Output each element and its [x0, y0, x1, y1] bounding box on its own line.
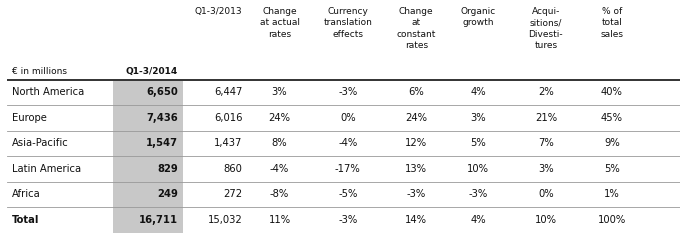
Text: North America: North America: [12, 87, 84, 97]
Text: € in millions: € in millions: [12, 67, 67, 76]
Text: 7%: 7%: [538, 138, 554, 148]
Text: 860: 860: [224, 164, 243, 174]
Text: Q1-3/2013: Q1-3/2013: [195, 7, 243, 16]
Text: 5%: 5%: [471, 138, 486, 148]
Text: -4%: -4%: [270, 164, 289, 174]
Text: Asia-Pacific: Asia-Pacific: [12, 138, 68, 148]
Text: 13%: 13%: [405, 164, 427, 174]
Text: Change
at
constant
rates: Change at constant rates: [396, 7, 436, 50]
Text: 10%: 10%: [467, 164, 489, 174]
Text: 21%: 21%: [534, 113, 557, 123]
Text: 11%: 11%: [269, 215, 291, 225]
Text: 12%: 12%: [405, 138, 427, 148]
Text: 40%: 40%: [601, 87, 622, 97]
Text: Europe: Europe: [12, 113, 47, 123]
Text: 8%: 8%: [272, 138, 287, 148]
Text: 24%: 24%: [269, 113, 291, 123]
Text: 272: 272: [223, 189, 243, 199]
Text: 100%: 100%: [598, 215, 626, 225]
Text: Acqui-
sitions/
Divesti-
tures: Acqui- sitions/ Divesti- tures: [528, 7, 563, 50]
Text: Latin America: Latin America: [12, 164, 80, 174]
Text: 6,447: 6,447: [214, 87, 243, 97]
Text: 7,436: 7,436: [146, 113, 178, 123]
Text: 9%: 9%: [604, 138, 620, 148]
Text: Africa: Africa: [12, 189, 41, 199]
Text: -5%: -5%: [338, 189, 357, 199]
Text: 3%: 3%: [272, 87, 287, 97]
Text: 15,032: 15,032: [207, 215, 243, 225]
Text: 24%: 24%: [405, 113, 427, 123]
Bar: [113, 79, 183, 233]
Text: 1,437: 1,437: [214, 138, 243, 148]
Text: Q1-3/2014: Q1-3/2014: [126, 67, 178, 76]
Text: 6%: 6%: [408, 87, 424, 97]
Text: -3%: -3%: [407, 189, 426, 199]
Text: Change
at actual
rates: Change at actual rates: [260, 7, 300, 39]
Text: 45%: 45%: [601, 113, 623, 123]
Text: 3%: 3%: [471, 113, 486, 123]
Text: -3%: -3%: [338, 215, 357, 225]
Text: 0%: 0%: [340, 113, 356, 123]
Text: 249: 249: [157, 189, 178, 199]
Text: 1%: 1%: [604, 189, 620, 199]
Text: 14%: 14%: [405, 215, 427, 225]
Text: 5%: 5%: [604, 164, 620, 174]
Text: 6,016: 6,016: [214, 113, 243, 123]
Text: -3%: -3%: [338, 87, 357, 97]
Text: Total: Total: [12, 215, 39, 225]
Text: -4%: -4%: [338, 138, 357, 148]
Text: Currency
translation
effects: Currency translation effects: [324, 7, 372, 39]
Text: 10%: 10%: [534, 215, 557, 225]
Text: -8%: -8%: [270, 189, 289, 199]
Text: -17%: -17%: [335, 164, 361, 174]
Text: 829: 829: [157, 164, 178, 174]
Text: 2%: 2%: [538, 87, 554, 97]
Text: 4%: 4%: [471, 215, 486, 225]
Text: -3%: -3%: [469, 189, 488, 199]
Text: Organic
growth: Organic growth: [460, 7, 496, 27]
Text: 16,711: 16,711: [139, 215, 178, 225]
Text: 1,547: 1,547: [146, 138, 178, 148]
Text: 4%: 4%: [471, 87, 486, 97]
Text: 0%: 0%: [538, 189, 554, 199]
Text: 6,650: 6,650: [146, 87, 178, 97]
Text: 3%: 3%: [538, 164, 554, 174]
Text: % of
total
sales: % of total sales: [600, 7, 623, 39]
